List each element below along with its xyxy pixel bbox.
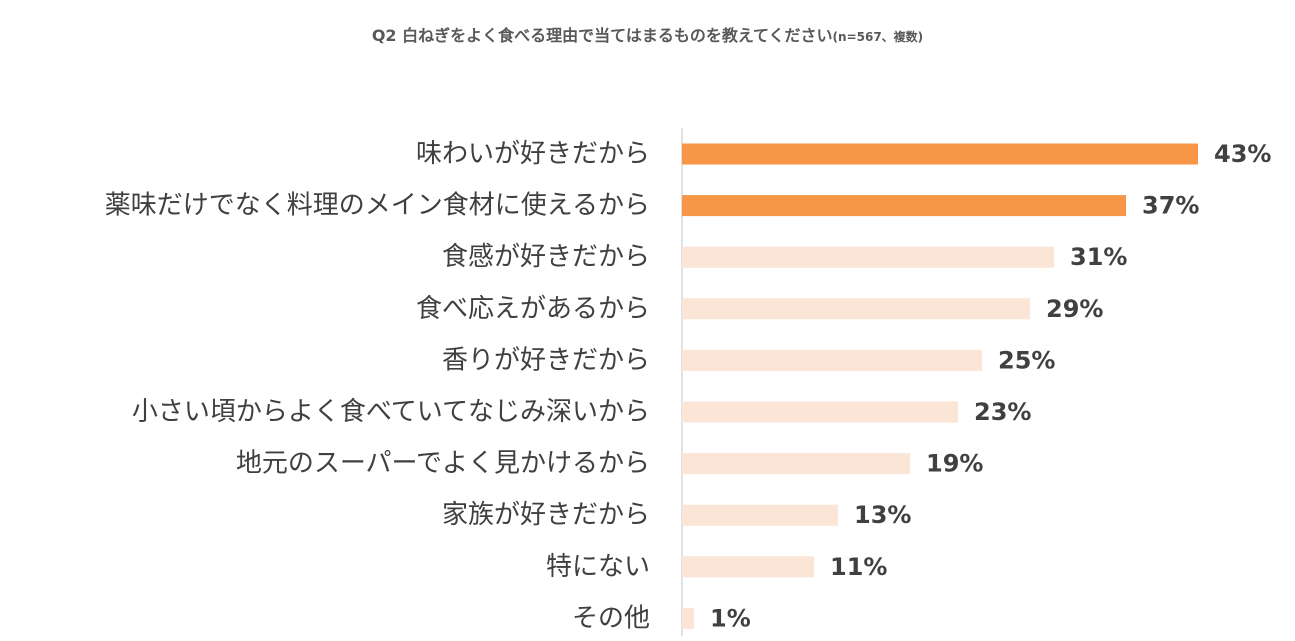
- bar-4: [682, 298, 1030, 320]
- bar-7: [682, 453, 910, 475]
- category-labels-group: 味わいが好きだから薬味だけでなく料理のメイン食材に使えるから食感が好きだから食べ…: [105, 139, 650, 633]
- value-label-2: 37%: [1142, 192, 1199, 220]
- category-label-1: 味わいが好きだから: [416, 139, 650, 169]
- category-label-2: 薬味だけでなく料理のメイン食材に使えるから: [105, 191, 650, 221]
- bar-3: [682, 246, 1054, 268]
- chart-title: Q2 白ねぎをよく食べる理由で当てはまるものを教えてください(n=567、複数): [0, 22, 1295, 46]
- value-label-8: 13%: [854, 501, 911, 529]
- value-label-10: 1%: [710, 604, 751, 632]
- value-label-6: 23%: [974, 398, 1031, 426]
- value-label-3: 31%: [1070, 243, 1127, 271]
- chart-title-main: Q2 白ねぎをよく食べる理由で当てはまるものを教えてください: [371, 26, 833, 45]
- value-labels-group: 43% 37% 31% 29% 25% 23% 19% 13% 11% 1%: [710, 140, 1271, 632]
- value-label-9: 11%: [830, 553, 887, 581]
- bar-6: [682, 401, 958, 423]
- bar-2: [682, 195, 1126, 217]
- category-label-3: 食感が好きだから: [442, 242, 650, 272]
- bar-9: [682, 556, 814, 578]
- category-label-10: その他: [572, 603, 650, 633]
- value-label-1: 43%: [1214, 140, 1271, 168]
- category-label-6: 小さい頃からよく食べていてなじみ深いから: [132, 397, 650, 427]
- category-label-7: 地元のスーパーでよく見かけるから: [236, 449, 650, 479]
- bars-group: [682, 143, 1198, 629]
- category-label-4: 食べ応えがあるから: [416, 294, 650, 324]
- category-label-9: 特にない: [546, 552, 650, 582]
- category-label-5: 香りが好きだから: [442, 345, 650, 375]
- bar-1: [682, 143, 1198, 165]
- value-label-7: 19%: [926, 450, 983, 478]
- value-label-5: 25%: [998, 346, 1055, 374]
- chart-title-note: (n=567、複数): [832, 30, 924, 44]
- bar-8: [682, 504, 838, 526]
- value-label-4: 29%: [1046, 295, 1103, 323]
- bar-10: [682, 607, 694, 629]
- bar-5: [682, 349, 982, 371]
- category-label-8: 家族が好きだから: [442, 500, 650, 530]
